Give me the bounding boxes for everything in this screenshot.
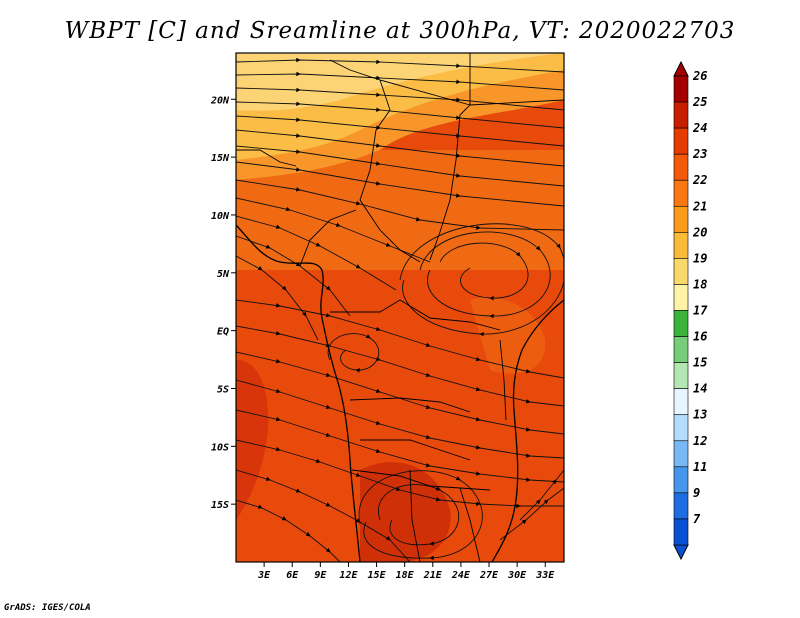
streamline — [236, 161, 564, 207]
colorbar-label: 18 — [693, 277, 707, 291]
streamline — [236, 57, 564, 73]
lon-tick-label: 12E — [339, 570, 358, 581]
streamline — [236, 129, 564, 167]
colorbar-swatch — [673, 492, 689, 520]
colorbar-swatch — [673, 284, 689, 311]
colorbar-label: 13 — [693, 408, 707, 422]
colorbar-swatch — [673, 388, 689, 416]
country-borders — [236, 53, 564, 562]
lat-tick-label: 20N — [210, 95, 230, 106]
latitude-axis: 20N 15N 10N 5N EQ 5S 10S 15S — [210, 95, 236, 511]
lat-tick-label: 5N — [217, 269, 230, 280]
colorbar-swatch — [673, 466, 689, 494]
colorbar-swatch — [673, 518, 689, 546]
colorbar-label: 25 — [692, 95, 707, 109]
lon-tick-label: 24E — [451, 570, 471, 581]
lon-tick-label: 33E — [535, 570, 555, 581]
colorbar-label: 20 — [692, 225, 707, 239]
west-africa-coastline — [236, 224, 324, 319]
coastlines — [236, 224, 564, 562]
lon-tick-label: 15E — [368, 570, 387, 581]
lon-tick-label: 18E — [396, 570, 415, 581]
lon-tick-label: 27E — [479, 570, 499, 581]
colorbar-swatch — [673, 179, 689, 207]
colorbar-swatch — [673, 362, 689, 389]
colorbar-label: 12 — [693, 434, 707, 448]
colorbar-label: 14 — [693, 382, 707, 396]
lat-tick-label: 10N — [211, 211, 230, 222]
central-africa-coastline — [321, 317, 361, 562]
colorbar-label: 26 — [692, 69, 707, 83]
colorbar: 26 25 24 23 22 21 20 19 18 17 16 15 14 13 12 11 9 7 — [673, 60, 708, 561]
colorbar-swatch — [673, 414, 689, 442]
colorbar-label: 21 — [692, 199, 707, 213]
streamline — [236, 499, 341, 562]
footer-credit: GrADS: IGES/COLA — [4, 603, 91, 613]
longitude-axis: 3E 6E 9E 12E 15E 18E 21E 24E 27E 30E 33E — [257, 562, 555, 581]
colorbar-swatch — [673, 232, 689, 259]
colorbar-label: 19 — [693, 251, 707, 265]
shading-warm-west — [236, 360, 269, 520]
colorbar-label: 22 — [692, 173, 707, 187]
streamline — [499, 487, 564, 541]
lat-tick-label: 15N — [211, 153, 230, 164]
colorbar-swatch — [673, 75, 689, 103]
map-title: WBPT [C] and Sreamline at 300hPa, VT: 20… — [64, 18, 736, 44]
colorbar-label: 11 — [693, 460, 707, 474]
streamline — [236, 101, 564, 129]
lon-tick-label: 3E — [257, 570, 271, 581]
colorbar-swatch — [673, 101, 689, 129]
colorbar-swatch — [673, 440, 689, 468]
colorbar-label: 7 — [693, 512, 701, 526]
streamline — [327, 333, 380, 373]
map-frame — [235, 52, 565, 563]
colorbar-swatch — [673, 336, 689, 363]
colorbar-bottom-arrow — [673, 544, 689, 561]
lat-tick-label: 15S — [211, 500, 229, 511]
lon-tick-label: 21E — [423, 570, 443, 581]
streamline — [236, 439, 564, 509]
colorbar-label: 24 — [692, 121, 707, 135]
colorbar-swatch — [673, 153, 689, 181]
lon-tick-label: 9E — [314, 570, 327, 581]
colorbar-label: 15 — [693, 356, 707, 370]
colorbar-top-arrow — [673, 60, 689, 77]
colorbar-label: 16 — [693, 330, 707, 344]
streamline — [236, 71, 564, 91]
colorbar-label: 9 — [693, 486, 700, 500]
streamline — [236, 145, 564, 187]
lon-tick-label: 6E — [286, 570, 299, 581]
lat-tick-label: 5S — [217, 384, 229, 395]
streamline — [358, 470, 483, 561]
colorbar-swatch — [673, 205, 689, 233]
colorbar-swatch — [673, 258, 689, 285]
lon-tick-label: 30E — [507, 570, 527, 581]
colorbar-label: 23 — [692, 147, 707, 161]
lat-tick-label: EQ — [217, 327, 229, 338]
colorbar-label: 17 — [693, 304, 708, 318]
lat-tick-label: 10S — [211, 442, 229, 453]
streamline — [236, 115, 564, 147]
colorbar-swatch — [673, 310, 689, 337]
east-africa-coastline — [491, 299, 564, 562]
colorbar-swatch — [673, 127, 689, 155]
